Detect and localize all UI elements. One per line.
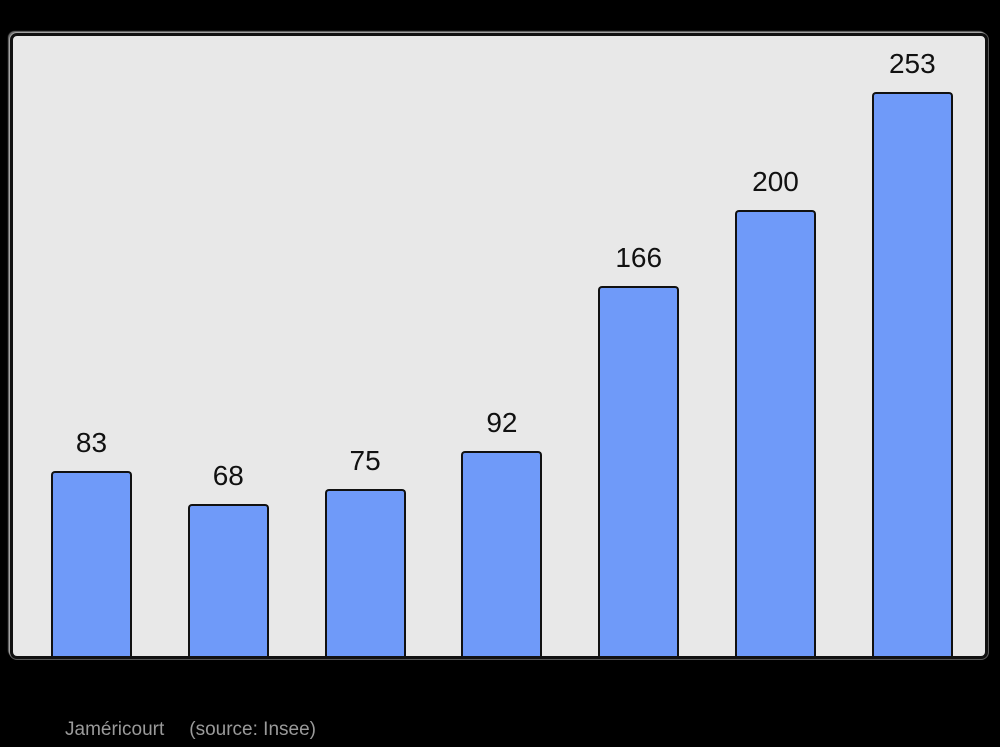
bar-value-label: 75 [349, 445, 381, 476]
bar [51, 471, 132, 656]
bar [871, 92, 953, 656]
bar [598, 286, 680, 656]
bar-value-label: 253 [888, 48, 936, 79]
bar-value-label: 200 [752, 166, 799, 197]
bar [461, 451, 543, 656]
bar [187, 504, 269, 656]
bar-value-label: 68 [212, 460, 244, 491]
chart-caption: Jaméricourt (source: Insee) [65, 719, 316, 741]
bars-container: 83 68 75 92 166 200 253 [13, 36, 985, 656]
bar-value-label: 92 [486, 407, 518, 438]
bar-value-label: 166 [615, 242, 663, 273]
bar-value-label: 83 [75, 427, 108, 458]
caption-source: (source: Insee) [189, 719, 316, 740]
bar [735, 210, 816, 656]
bar [324, 489, 406, 656]
caption-commune-name: Jaméricourt [65, 719, 165, 740]
plot-area: 83 68 75 92 166 200 253 [10, 33, 988, 659]
